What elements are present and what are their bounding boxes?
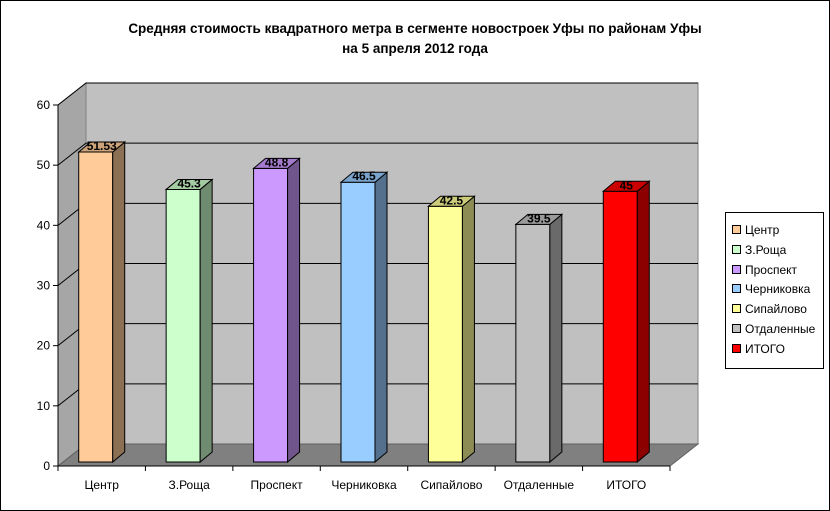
y-tick-label: 40 xyxy=(37,218,51,232)
legend-item: Проспект xyxy=(732,261,797,279)
data-label: 42.5 xyxy=(440,193,464,207)
bar-front xyxy=(427,205,463,463)
bar-side xyxy=(287,157,301,464)
data-label: 46.5 xyxy=(352,169,376,183)
bar-front xyxy=(165,188,201,463)
bars: 51.53 45.3 48.8 46.5 42.5 39.5 45 xyxy=(77,139,651,464)
legend-label: Сипайлово xyxy=(745,302,807,317)
bar-side xyxy=(636,180,650,464)
bar-5: 39.5 xyxy=(514,211,564,464)
data-label: 39.5 xyxy=(527,211,551,225)
bar-side xyxy=(112,140,126,464)
legend-item: Сипайлово xyxy=(732,300,807,318)
bar-2: 48.8 xyxy=(252,155,301,464)
bar-side xyxy=(549,213,563,464)
legend-swatch xyxy=(732,225,741,234)
y-axis: 0 10 20 30 40 50 60 xyxy=(37,98,59,473)
bar-side xyxy=(461,195,475,464)
bar-4: 42.5 xyxy=(427,193,476,464)
data-label: 45.3 xyxy=(177,176,201,190)
bar-top xyxy=(601,180,651,192)
y-tick-label: 60 xyxy=(37,98,51,112)
legend-item: Центр xyxy=(732,221,779,239)
legend-label: ИТОГО xyxy=(745,341,785,356)
legend-swatch xyxy=(732,304,741,314)
bar-top xyxy=(339,171,389,183)
y-tick-label: 50 xyxy=(37,158,51,172)
chart-title: Средняя стоимость квадратного метра в се… xyxy=(0,19,830,59)
y-tick-label: 0 xyxy=(43,459,50,473)
gridline xyxy=(57,82,698,106)
legend-label: Черниковка xyxy=(745,282,811,297)
legend: Центр З.Роща Проспект Черниковка Сипайлово От… xyxy=(725,212,824,369)
bar-front xyxy=(515,223,551,463)
bar-top xyxy=(77,141,127,153)
x-tick-label: Черниковка xyxy=(331,478,397,492)
bar-front xyxy=(78,151,114,463)
chart-title-line-1: Средняя стоимость квадратного метра в се… xyxy=(128,21,702,36)
legend-swatch xyxy=(732,343,741,353)
x-tick-label: Отдаленные xyxy=(504,478,575,492)
bar-front xyxy=(602,190,638,463)
chart-title-line-2: на 5 апреля 2012 года xyxy=(342,41,488,56)
data-label: 48.8 xyxy=(265,155,289,169)
bar-top xyxy=(252,157,301,169)
data-label: 45 xyxy=(620,178,634,192)
gridline xyxy=(57,142,698,166)
bar-1: 45.3 xyxy=(164,176,214,464)
bar-top xyxy=(514,213,564,225)
x-tick-label: ИТОГО xyxy=(606,478,646,492)
legend-label: Отдаленные xyxy=(745,322,816,336)
bar-front xyxy=(340,181,376,463)
legend-swatch xyxy=(732,244,741,254)
x-tick-label: З.Роща xyxy=(169,478,211,492)
bar-side xyxy=(199,178,213,464)
legend-item: ИТОГО xyxy=(732,340,785,358)
x-tick-label: Проспект xyxy=(251,478,304,492)
data-label: 51.53 xyxy=(87,139,117,153)
legend-item: З.Роща xyxy=(732,241,786,259)
legend-item: Отдаленные xyxy=(732,320,815,338)
legend-label: Проспект xyxy=(745,262,798,277)
bar-6: 45 xyxy=(601,178,651,464)
legend-swatch xyxy=(732,264,741,274)
legend-label: Центр xyxy=(745,223,780,237)
bar-front xyxy=(253,167,289,463)
x-tick-label: Центр xyxy=(85,478,120,492)
bar-top xyxy=(164,178,214,190)
bar-top xyxy=(427,195,476,207)
legend-label: З.Роща xyxy=(745,242,787,257)
x-axis: Центр З.Роща Проспект Черниковка Сипайлово От… xyxy=(57,465,671,492)
bar-3: 46.5 xyxy=(339,169,389,464)
x-tick-label: Сипайлово xyxy=(420,478,482,492)
legend-swatch xyxy=(732,324,741,333)
y-tick-label: 20 xyxy=(37,339,51,353)
bar-side xyxy=(374,171,388,464)
y-tick-label: 30 xyxy=(37,279,51,293)
bar-0: 51.53 xyxy=(77,139,127,464)
y-tick-label: 10 xyxy=(37,399,51,413)
legend-swatch xyxy=(732,284,741,294)
legend-item: Черниковка xyxy=(732,280,810,298)
